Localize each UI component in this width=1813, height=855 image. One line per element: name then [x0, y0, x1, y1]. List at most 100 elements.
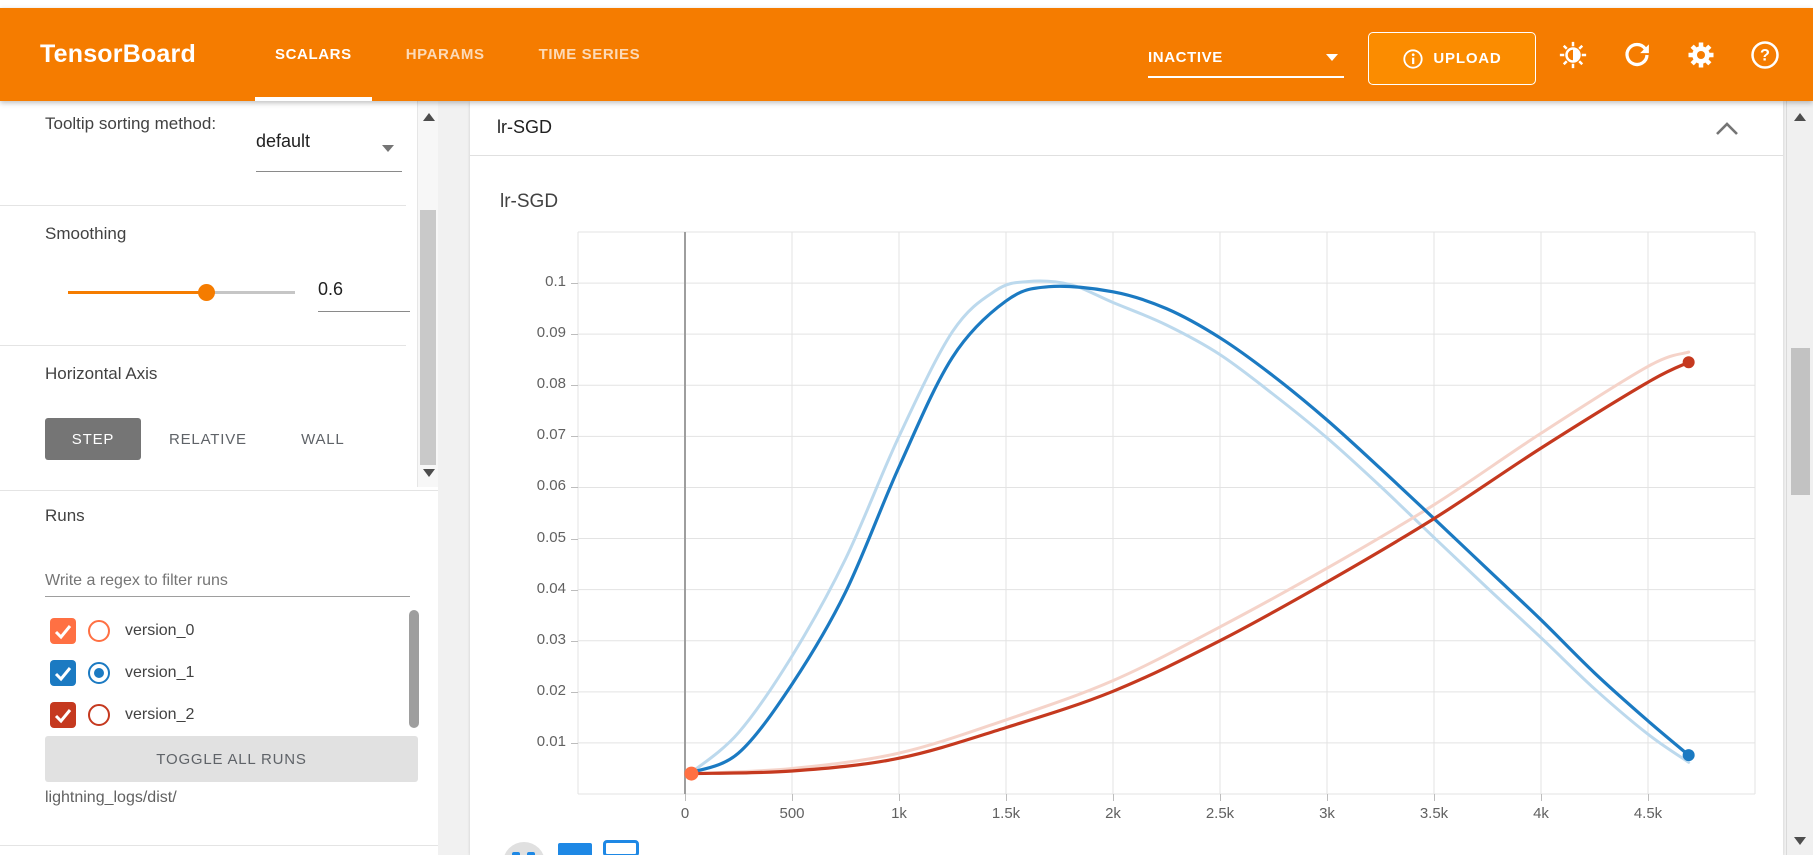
x-tick-mark	[1006, 794, 1007, 801]
y-tick-label: 0.09	[536, 324, 566, 342]
scroll-down-arrow-icon[interactable]	[1794, 837, 1806, 845]
x-tick-label: 4.5k	[1633, 805, 1663, 822]
chart-expand-icon[interactable]	[603, 840, 639, 855]
tab-hparams[interactable]: HPARAMS	[386, 8, 505, 101]
series-version_1-smoothed-	[689, 284, 1691, 775]
series-end-marker-version_0	[684, 766, 699, 781]
run-row-version_2[interactable]: version_2	[45, 694, 395, 736]
run-checkbox-version_0[interactable]	[50, 618, 76, 644]
horizontal-axis-buttons: STEP RELATIVE WALL	[45, 418, 385, 460]
x-tick-mark	[685, 794, 686, 801]
smoothing-slider-thumb[interactable]	[198, 284, 215, 301]
axis-button-relative[interactable]: RELATIVE	[155, 418, 261, 460]
series-end-marker-version_1-smoothed-	[1682, 749, 1695, 762]
tooltip-sorting-select[interactable]: default	[256, 131, 402, 172]
tooltip-sorting-label: Tooltip sorting method:	[45, 114, 217, 133]
smoothing-value[interactable]: 0.6	[318, 279, 344, 299]
x-tick-label: 2.5k	[1205, 805, 1235, 822]
chevron-down-icon	[1326, 53, 1338, 61]
runs-filter-input[interactable]	[45, 565, 410, 597]
info-icon	[1403, 48, 1424, 69]
x-tick-label: 3.5k	[1419, 805, 1449, 822]
tab-time-series[interactable]: TIME SERIES	[519, 8, 661, 101]
x-tick-label: 500	[779, 805, 805, 822]
tab-scalars[interactable]: SCALARS	[255, 8, 372, 101]
app-header: TensorBoard SCALARS HPARAMS TIME SERIES IN…	[0, 8, 1813, 101]
x-tick-label: 1.5k	[991, 805, 1021, 822]
toggle-all-runs-button[interactable]: TOGGLE ALL RUNS	[45, 736, 418, 782]
smoothing-slider[interactable]	[68, 284, 295, 301]
scroll-up-arrow-icon[interactable]	[423, 113, 435, 121]
run-radio-version_1[interactable]	[88, 662, 110, 684]
tab-label: SCALARS	[275, 46, 352, 63]
y-tick-label: 0.08	[536, 375, 566, 393]
sidebar: Tooltip sorting method: default Smoothin…	[0, 101, 438, 855]
series-version_2-smoothed-	[689, 360, 1691, 776]
x-tick-mark	[1327, 794, 1328, 801]
main-tabs: SCALARS HPARAMS TIME SERIES	[248, 8, 667, 101]
y-tick-mark	[571, 385, 578, 387]
y-tick-mark	[571, 487, 578, 489]
y-tick-mark	[571, 283, 578, 285]
x-tick-mark	[1113, 794, 1114, 801]
x-tick-mark	[899, 794, 900, 801]
y-tick-mark	[571, 334, 578, 336]
chart-run-selector-button[interactable]	[503, 842, 545, 855]
runs-label: Runs	[45, 506, 85, 525]
horizontal-axis-label: Horizontal Axis	[45, 364, 158, 383]
x-tick-mark	[1220, 794, 1221, 801]
tab-label: TIME SERIES	[538, 46, 641, 63]
chart-fit-domain-icon[interactable]	[558, 843, 592, 855]
app-title: TensorBoard	[40, 40, 196, 68]
sidebar-scrollbar	[417, 101, 438, 487]
y-tick-mark	[571, 640, 578, 642]
axis-button-step[interactable]: STEP	[45, 418, 141, 460]
x-tick-mark	[1434, 794, 1435, 801]
y-tick-label: 0.1	[545, 273, 566, 291]
axis-button-wall[interactable]: WALL	[275, 418, 371, 460]
upload-button[interactable]: UPLOAD	[1368, 32, 1536, 85]
run-radio-version_2[interactable]	[88, 704, 110, 726]
y-tick-mark	[571, 589, 578, 591]
check-icon	[54, 667, 72, 682]
series-version_2-original-	[689, 350, 1691, 776]
status-dropdown-value: INACTIVE	[1148, 48, 1223, 66]
x-tick-label: 0	[680, 805, 690, 822]
y-tick-label: 0.06	[536, 477, 566, 495]
section-header[interactable]: lr-SGD	[470, 101, 1783, 156]
settings-gear-icon[interactable]	[1680, 34, 1722, 76]
tab-label: HPARAMS	[405, 46, 485, 63]
help-icon[interactable]: ?	[1744, 34, 1786, 76]
run-name-label: version_0	[125, 622, 195, 639]
y-tick-label: 0.01	[536, 732, 566, 750]
runs-list: version_0 version_1 version_2	[45, 610, 395, 736]
section-title: lr-SGD	[497, 117, 552, 137]
scroll-up-arrow-icon[interactable]	[1794, 113, 1806, 121]
page-scrollbar-thumb[interactable]	[1791, 348, 1810, 495]
y-tick-label: 0.07	[536, 426, 566, 444]
brightness-icon[interactable]	[1552, 34, 1594, 76]
run-row-version_0[interactable]: version_0	[45, 610, 395, 652]
scalar-line-chart[interactable]	[577, 231, 1756, 795]
y-tick-label: 0.05	[536, 528, 566, 546]
header-icon-group: ?	[1552, 34, 1786, 76]
status-dropdown[interactable]: INACTIVE	[1148, 38, 1344, 78]
chevron-down-icon	[382, 145, 394, 152]
chevron-up-icon	[1716, 122, 1738, 135]
run-checkbox-version_1[interactable]	[50, 660, 76, 686]
check-icon	[54, 709, 72, 724]
collapse-section-button[interactable]	[1713, 115, 1741, 143]
run-row-version_1[interactable]: version_1	[45, 652, 395, 694]
sidebar-scrollbar-thumb[interactable]	[420, 210, 436, 465]
y-tick-mark	[571, 538, 578, 540]
x-tick-label: 2k	[1105, 805, 1121, 822]
svg-text:?: ?	[1760, 47, 1770, 65]
series-version_1-original-	[689, 279, 1691, 774]
runs-list-scrollbar-thumb[interactable]	[409, 610, 419, 728]
x-tick-label: 4k	[1533, 805, 1549, 822]
y-tick-mark	[571, 742, 578, 744]
scroll-down-arrow-icon[interactable]	[423, 469, 435, 477]
run-radio-version_0[interactable]	[88, 620, 110, 642]
refresh-icon[interactable]	[1616, 34, 1658, 76]
run-checkbox-version_2[interactable]	[50, 702, 76, 728]
